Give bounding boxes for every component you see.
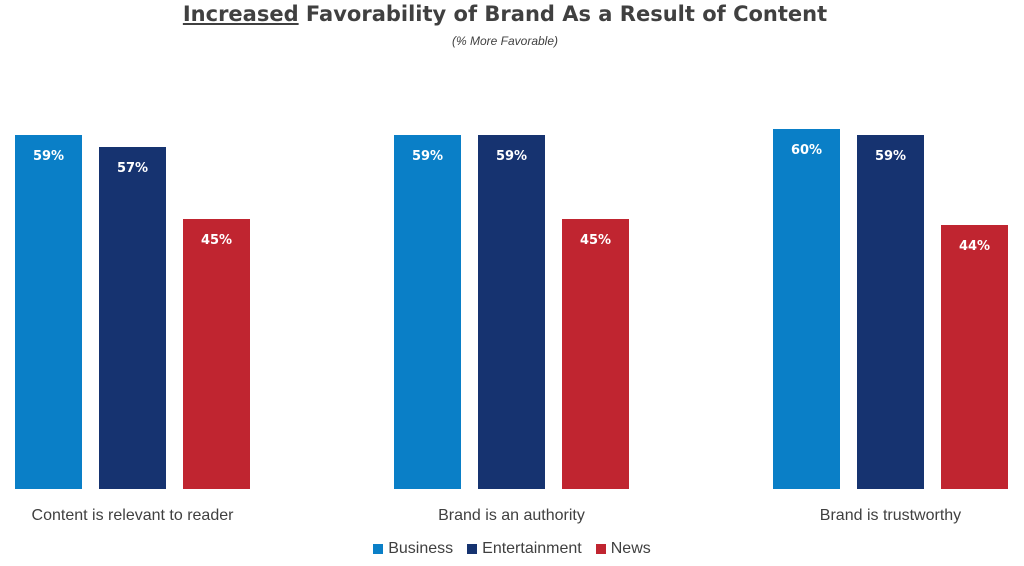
bar-business-content-is-relevant-to-reader — [15, 135, 82, 489]
legend-swatch-business — [373, 544, 384, 554]
category-label-brand-is-an-authority: Brand is an authority — [438, 507, 585, 524]
legend-label-business: Business — [388, 540, 454, 557]
bar-news-brand-is-an-authority — [562, 219, 629, 489]
data-label-news-brand-is-an-authority: 45% — [580, 233, 611, 248]
legend-item-news: News — [595, 540, 651, 558]
data-label-entertainment-brand-is-trustworthy: 59% — [875, 149, 906, 164]
bar-entertainment-brand-is-an-authority — [478, 135, 545, 489]
category-label-brand-is-trustworthy: Brand is trustworthy — [820, 507, 961, 524]
title-rest: Favorability of Brand As a Result of Con… — [298, 2, 828, 26]
data-label-news-content-is-relevant-to-reader: 45% — [201, 233, 232, 248]
chart-subtitle: (% More Favorable) — [451, 34, 559, 48]
legend-label-entertainment: Entertainment — [482, 540, 582, 557]
bar-business-brand-is-trustworthy — [773, 129, 840, 489]
chart-title: Increased Favorability of Brand As a Res… — [0, 2, 1010, 26]
legend-label-news: News — [610, 540, 651, 557]
bar-business-brand-is-an-authority — [394, 135, 461, 489]
title-underlined-word: Increased — [182, 2, 299, 26]
legend-item-entertainment: Entertainment — [467, 540, 582, 558]
category-label-content-is-relevant-to-reader: Content is relevant to reader — [32, 507, 235, 524]
data-label-news-brand-is-trustworthy: 44% — [959, 239, 990, 254]
legend-swatch-entertainment — [467, 544, 478, 554]
data-label-business-brand-is-an-authority: 59% — [412, 149, 443, 164]
bar-entertainment-content-is-relevant-to-reader — [99, 147, 166, 489]
chart-legend: Business Entertainment News — [0, 540, 1024, 558]
bar-entertainment-brand-is-trustworthy — [857, 135, 924, 489]
data-label-entertainment-brand-is-an-authority: 59% — [496, 149, 527, 164]
data-label-entertainment-content-is-relevant-to-reader: 57% — [117, 161, 148, 176]
bar-news-content-is-relevant-to-reader — [183, 219, 250, 489]
legend-item-business: Business — [373, 540, 453, 558]
bar-news-brand-is-trustworthy — [941, 225, 1008, 489]
data-label-business-brand-is-trustworthy: 60% — [791, 143, 822, 158]
data-label-business-content-is-relevant-to-reader: 59% — [33, 149, 64, 164]
legend-swatch-news — [595, 544, 606, 554]
